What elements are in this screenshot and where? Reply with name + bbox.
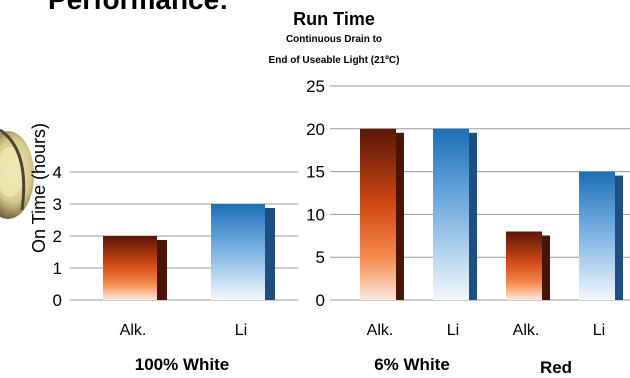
chart-subtitle-line-1: Continuous Drain to xyxy=(286,34,382,45)
left-categories: Alk. Li xyxy=(120,322,248,339)
category-label: Li xyxy=(447,322,459,339)
left-y-ticks: 0 1 2 3 4 xyxy=(53,163,62,310)
y-tick-label: 0 xyxy=(53,291,62,310)
y-tick-label: 5 xyxy=(316,248,325,267)
y-tick-label: 15 xyxy=(306,163,325,182)
bar xyxy=(360,128,396,300)
category-label: Alk. xyxy=(120,322,147,339)
right-y-ticks: 0 5 10 15 20 25 xyxy=(306,77,325,310)
bar-shadow xyxy=(541,235,550,300)
bar xyxy=(211,204,265,300)
right-chart: 0 5 10 15 20 25 Alk. Li Alk. Li 6% White Red xyxy=(306,77,630,377)
bar-shadow xyxy=(614,175,623,300)
y-tick-label: 20 xyxy=(306,120,325,139)
group-label-6-white: 6% White xyxy=(374,355,450,374)
y-tick-label: 10 xyxy=(306,205,325,224)
left-y-axis-label: On Time (hours) xyxy=(29,123,49,253)
bar xyxy=(103,236,157,300)
category-label: Alk. xyxy=(367,322,394,339)
left-bars xyxy=(103,204,275,300)
y-tick-label: 4 xyxy=(53,163,62,182)
bar-shadow xyxy=(263,208,275,300)
bar-shadow xyxy=(395,132,404,300)
group-label-red: Red xyxy=(540,358,572,377)
y-tick-label: 2 xyxy=(53,227,62,246)
headlamp-image xyxy=(0,128,34,219)
y-tick-label: 3 xyxy=(53,195,62,214)
category-label: Alk. xyxy=(513,322,540,339)
bar xyxy=(579,171,615,300)
bar-shadow xyxy=(155,240,167,300)
bar xyxy=(506,231,542,300)
right-bars xyxy=(360,128,623,300)
bar-shadow xyxy=(468,132,477,300)
chart-subtitle-line-2: End of Useable Light (21ºC) xyxy=(269,55,400,66)
chart-title: Run Time xyxy=(293,9,375,29)
left-chart: 0 1 2 3 4 Alk. Li On Time (hours) 100% White xyxy=(29,123,298,374)
bar xyxy=(433,128,469,300)
y-tick-label: 0 xyxy=(316,291,325,310)
partial-heading: Performance: xyxy=(48,0,229,15)
y-tick-label: 25 xyxy=(306,77,325,96)
right-categories: Alk. Li Alk. Li xyxy=(367,322,606,339)
y-tick-label: 1 xyxy=(53,259,62,278)
category-label: Li xyxy=(593,322,605,339)
group-label-100-white: 100% White xyxy=(135,355,229,374)
category-label: Li xyxy=(235,322,247,339)
